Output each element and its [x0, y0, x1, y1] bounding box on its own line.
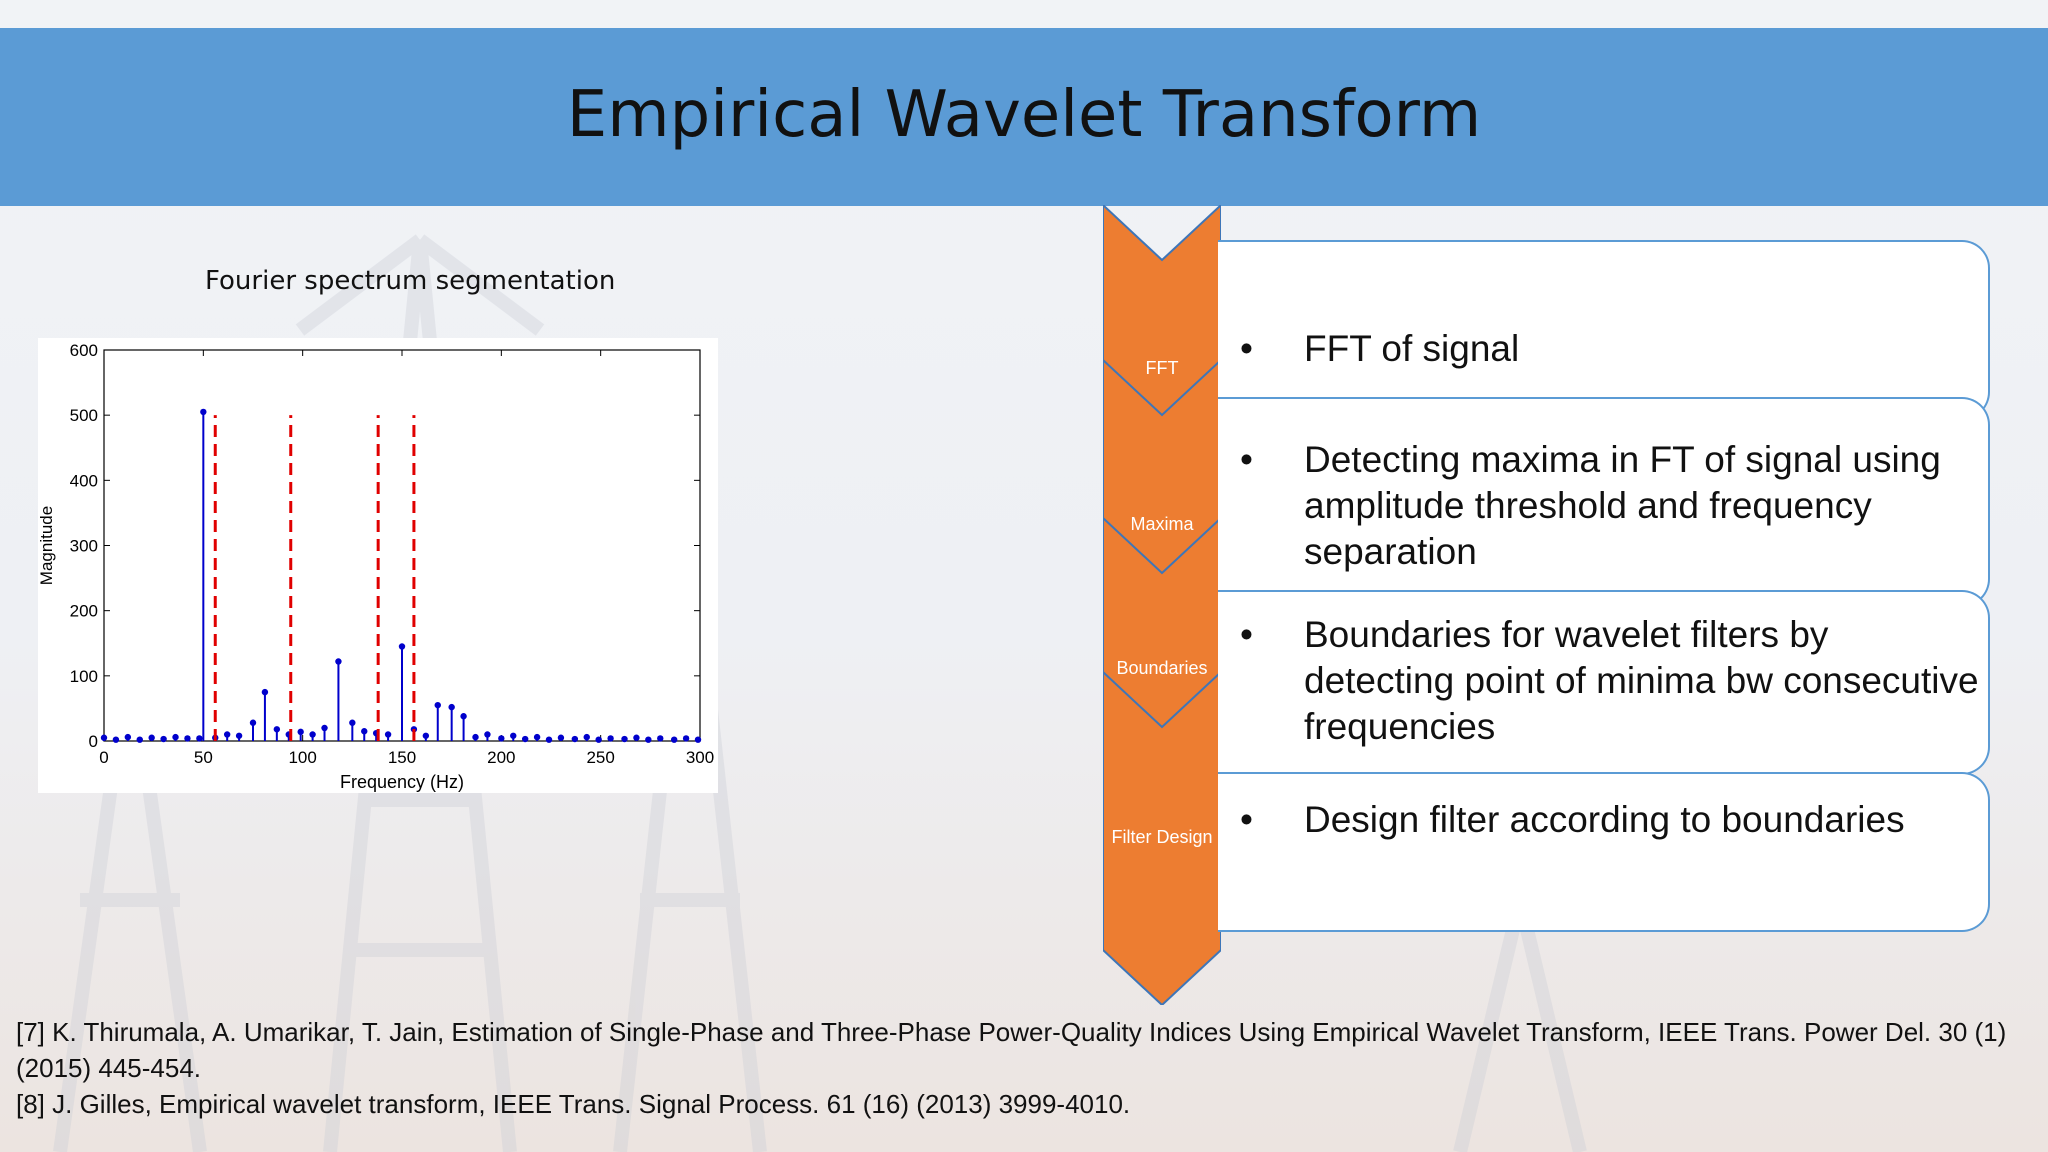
spectrum-chart: 0 50 100 150 200 250 300 0 100 200 300 400 500 600 Fre… — [37, 338, 718, 793]
stem-marker — [361, 728, 368, 735]
stem-marker — [657, 735, 664, 742]
stem-marker — [172, 733, 179, 741]
stem-marker — [460, 713, 467, 720]
bullet-dot: • — [1240, 439, 1253, 480]
y-tick-label: 200 — [70, 602, 98, 621]
bullet-dot: • — [1240, 799, 1253, 840]
stem-marker — [349, 719, 356, 726]
stage-label-boundaries: Boundaries — [1116, 658, 1208, 678]
stem-marker — [533, 733, 541, 741]
stem-marker — [484, 731, 491, 738]
stem-marker — [595, 736, 602, 743]
bullet-text: FFT of signal — [1304, 328, 1520, 369]
stem-marker — [235, 732, 243, 739]
stage-card-boundaries — [1218, 590, 1990, 775]
slide-title: Empirical Wavelet Transform — [566, 78, 1482, 152]
stem-marker — [321, 724, 328, 732]
stem-marker — [309, 731, 316, 738]
bullet-text: Boundaries for wavelet filters by detect… — [1304, 614, 1979, 747]
stage-label-maxima: Maxima — [1130, 514, 1194, 534]
bullet-dot: • — [1240, 614, 1253, 655]
process-chevron — [1103, 205, 1221, 1005]
stem-marker — [200, 408, 207, 416]
x-tick-label: 300 — [686, 748, 714, 767]
stem-marker — [682, 735, 690, 742]
bullet-text: Design filter according to boundaries — [1304, 799, 1905, 840]
y-tick-label: 400 — [70, 471, 98, 490]
x-tick-label: 250 — [586, 748, 614, 767]
stage-card-fft — [1218, 240, 1990, 420]
stem-marker — [621, 735, 628, 743]
bullet-filter-design: • Design filter according to boundaries — [1240, 797, 1980, 843]
stage-card-filter-design — [1218, 772, 1990, 932]
chevron-arrow — [1103, 205, 1221, 1005]
stem-marker — [670, 736, 678, 743]
stem-marker — [148, 734, 155, 741]
stem-marker — [607, 735, 614, 742]
reference-item: [7] K. Thirumala, A. Umarikar, T. Jain, … — [16, 1017, 2007, 1083]
spectrum-chart-svg: 0 50 100 150 200 250 300 0 100 200 300 400 500 600 Fre… — [37, 341, 714, 792]
stem-marker — [335, 658, 342, 665]
stage-label-fft: FFT — [1145, 358, 1179, 378]
stage-card-maxima — [1218, 397, 1990, 607]
stem-marker — [422, 732, 430, 739]
references: [7] K. Thirumala, A. Umarikar, T. Jain, … — [16, 1014, 2036, 1122]
x-tick-label: 0 — [99, 748, 108, 767]
stem-marker — [297, 728, 304, 736]
stem-marker — [261, 688, 269, 696]
stem-marker — [472, 733, 479, 741]
chart-caption: Fourier spectrum segmentation — [205, 266, 616, 296]
title-bar: Empirical Wavelet Transform — [0, 28, 2048, 206]
stem-marker — [136, 736, 143, 743]
bullet-maxima: • Detecting maxima in FT of signal using… — [1240, 437, 1980, 575]
stem-marker — [571, 735, 579, 743]
bullet-text: Detecting maxima in FT of signal using a… — [1304, 439, 1941, 572]
reference-item: [8] J. Gilles, Empirical wavelet transfo… — [16, 1089, 1131, 1119]
bullet-boundaries: • Boundaries for wavelet filters by dete… — [1240, 612, 1980, 750]
x-tick-label: 50 — [194, 748, 213, 767]
y-tick-label: 100 — [70, 667, 98, 686]
stem-marker — [557, 734, 565, 741]
stem-marker — [160, 735, 167, 743]
stem-marker — [448, 703, 455, 711]
x-axis-label: Frequency (Hz) — [340, 772, 464, 792]
stem-marker — [545, 736, 553, 743]
y-tick-label: 600 — [70, 341, 98, 360]
x-tick-label: 150 — [388, 748, 416, 767]
y-axis-label: Magnitude — [38, 506, 56, 585]
stem-marker — [694, 736, 702, 743]
stem-marker — [249, 719, 257, 726]
stem-marker — [434, 701, 441, 709]
bullet-fft: • FFT of signal — [1240, 326, 1980, 372]
stem-marker — [521, 735, 529, 743]
stem-marker — [223, 731, 231, 738]
stem-marker — [112, 736, 120, 743]
y-tick-label: 0 — [89, 732, 98, 751]
bullet-dot: • — [1240, 328, 1253, 369]
stage-label-filter-design: Filter Design — [1111, 827, 1213, 847]
stem-marker — [583, 733, 590, 741]
stem-marker — [273, 726, 281, 733]
stem-marker — [124, 733, 132, 741]
stem-marker — [196, 735, 203, 742]
x-tick-label: 200 — [487, 748, 515, 767]
stem-marker — [100, 734, 108, 741]
stem-marker — [384, 731, 392, 738]
y-tick-label: 300 — [70, 537, 98, 556]
x-tick-label: 100 — [288, 748, 316, 767]
stem-marker — [645, 736, 652, 743]
stem-marker — [498, 735, 505, 742]
stem-marker — [398, 643, 406, 650]
stem-marker — [633, 734, 640, 741]
stem-marker — [510, 732, 517, 739]
stem-marker — [184, 735, 191, 742]
y-tick-label: 500 — [70, 406, 98, 425]
